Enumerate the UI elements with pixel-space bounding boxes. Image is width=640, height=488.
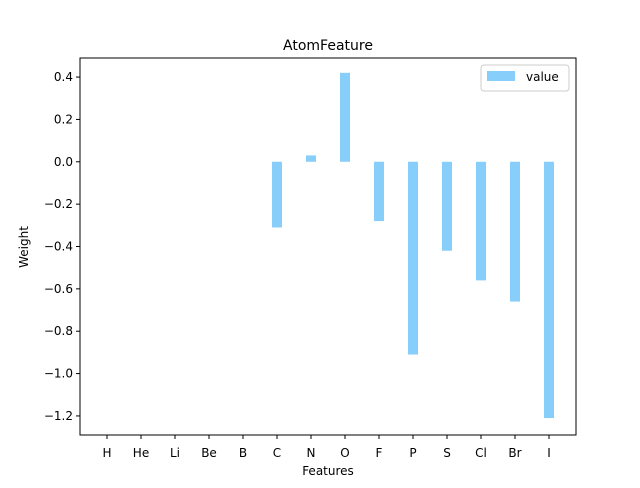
chart-title: AtomFeature — [283, 38, 373, 54]
bars-group — [272, 72, 554, 419]
bar-O — [340, 72, 350, 162]
bar-C — [272, 161, 282, 228]
y-tick-label: 0.2 — [54, 112, 73, 126]
y-axis-label: Weight — [17, 226, 31, 268]
x-tick-label-Br: Br — [508, 446, 521, 460]
bar-I — [544, 161, 554, 419]
bar-N — [306, 155, 316, 162]
x-tick-label-Cl: Cl — [475, 446, 487, 460]
x-tick-label-N: N — [307, 446, 316, 460]
x-tick-label-I: I — [547, 446, 551, 460]
legend-swatch — [487, 71, 515, 81]
legend: value — [480, 64, 570, 92]
x-tick-label-Be: Be — [201, 446, 217, 460]
bar-Cl — [476, 161, 486, 281]
x-tick-label-B: B — [239, 446, 247, 460]
y-tick-label: −1.2 — [44, 409, 73, 423]
plot-frame — [79, 57, 577, 436]
y-ticks-group: 0.4 0.2 0.0 −0.2 −0.4 −0.6 −0.8 −1.0 −1.2 — [44, 70, 80, 423]
x-axis-label: Features — [302, 464, 354, 478]
x-tick-label-Li: Li — [170, 446, 180, 460]
y-tick-label: −0.6 — [44, 282, 73, 296]
y-tick-label: 0.0 — [54, 155, 73, 169]
x-tick-label-F: F — [376, 446, 383, 460]
y-tick-label: −0.8 — [44, 324, 73, 338]
x-tick-label-H: H — [102, 446, 111, 460]
x-tick-label-S: S — [443, 446, 451, 460]
x-tick-label-C: C — [273, 446, 281, 460]
x-tick-label-P: P — [409, 446, 416, 460]
x-tick-label-O: O — [340, 446, 349, 460]
bar-F — [374, 161, 384, 222]
legend-label: value — [526, 70, 559, 84]
y-tick-label: −0.4 — [44, 240, 73, 254]
plot-background — [80, 58, 576, 435]
x-ticks-group: H He Li Be B C N O F P S Cl Br I — [102, 435, 551, 460]
x-tick-label-He: He — [133, 446, 149, 460]
y-tick-label: −0.2 — [44, 197, 73, 211]
bar-S — [442, 161, 452, 251]
bar-P — [408, 161, 418, 355]
bar-Br — [510, 161, 520, 302]
y-tick-label: −1.0 — [44, 367, 73, 381]
y-tick-label: 0.4 — [54, 70, 73, 84]
